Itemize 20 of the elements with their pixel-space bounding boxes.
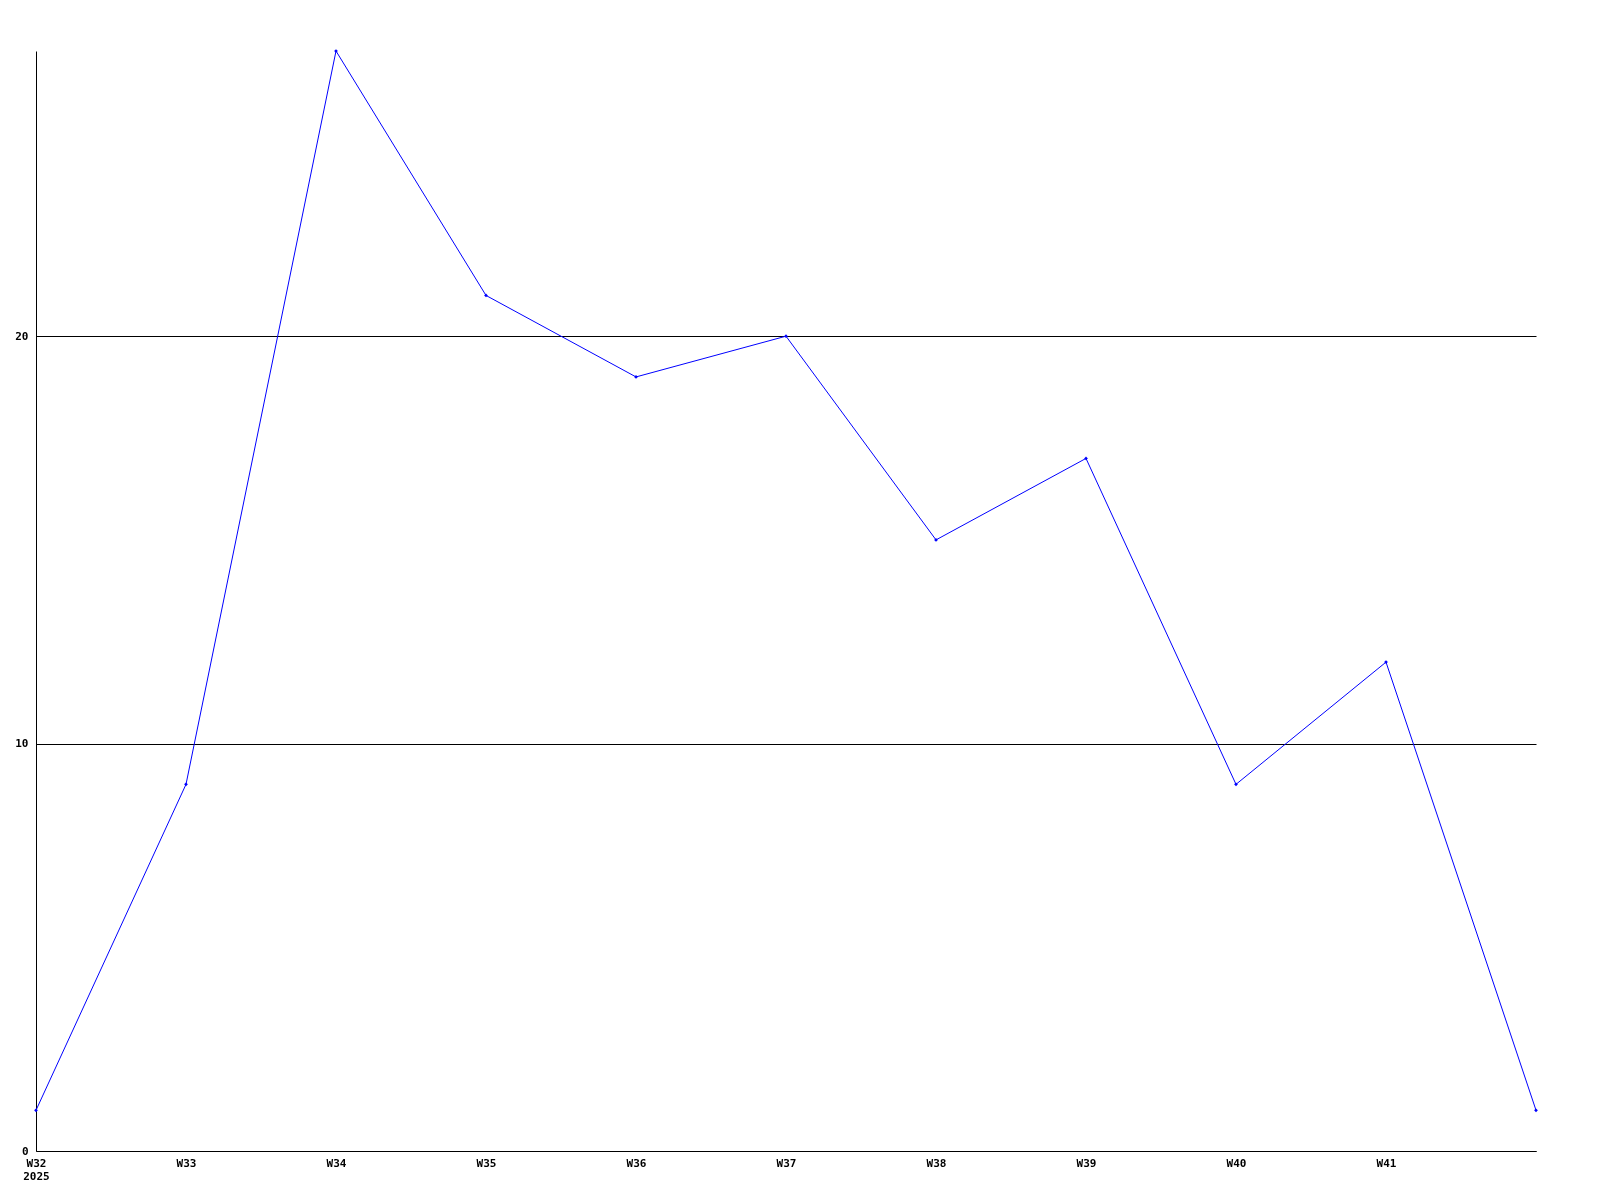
point (484, 293, 488, 298)
y-tick-label: 20 (15, 329, 29, 343)
point (34, 1108, 38, 1113)
x-tick-label: W32 2025 (23, 1156, 50, 1183)
x-tick-label: W39 (1076, 1156, 1097, 1170)
x-tick-label: W40 (1226, 1156, 1247, 1170)
point (1084, 456, 1088, 461)
x-tick-label: W41 (1376, 1156, 1397, 1170)
point (784, 334, 788, 339)
point (1534, 1108, 1538, 1113)
x-tick-label: W35 (476, 1156, 497, 1170)
x-tick-label: W36 (626, 1156, 647, 1170)
x-tick-label: W34 (326, 1156, 347, 1170)
y-tick-label: 10 (15, 737, 29, 751)
x-tick-label: W38 (926, 1156, 947, 1170)
x-tick-label: W33 (176, 1156, 197, 1170)
point (1234, 782, 1238, 787)
point (184, 782, 188, 787)
x-tick-label: W37 (776, 1156, 797, 1170)
y-tick-label: 0 (21, 1144, 29, 1158)
